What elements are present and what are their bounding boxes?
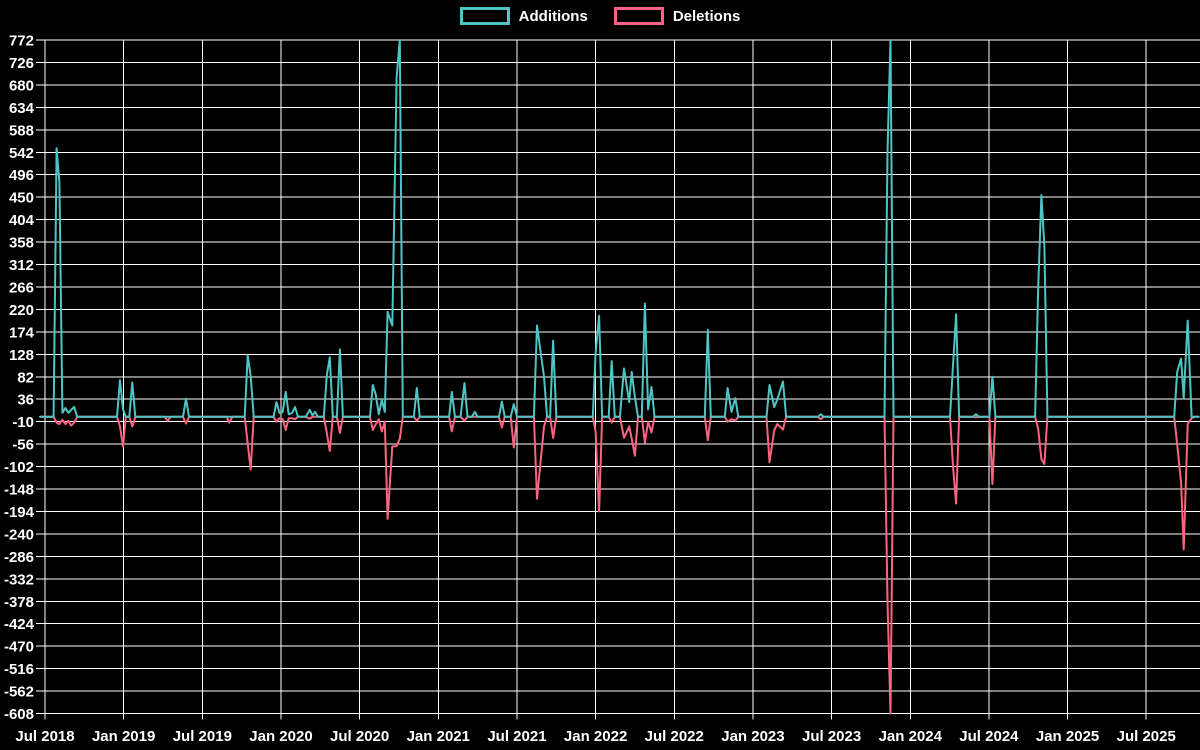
legend-item-additions[interactable]: Additions (459, 7, 588, 25)
legend-label: Deletions (672, 7, 741, 25)
svg-text:-470: -470 (4, 639, 34, 656)
svg-text:-286: -286 (4, 549, 34, 566)
svg-text:588: 588 (9, 122, 34, 139)
svg-text:496: 496 (9, 167, 34, 184)
svg-text:Jan 2019: Jan 2019 (92, 728, 155, 745)
y-gridlines (36, 39, 1200, 714)
svg-text:Jul 2019: Jul 2019 (173, 728, 232, 745)
svg-text:542: 542 (9, 145, 34, 162)
svg-text:404: 404 (9, 212, 35, 229)
svg-text:Jan 2024: Jan 2024 (879, 728, 943, 745)
svg-text:-102: -102 (4, 459, 34, 476)
additions-line (39, 39, 1200, 418)
svg-text:82: 82 (17, 369, 34, 386)
svg-text:312: 312 (9, 257, 34, 274)
svg-text:266: 266 (9, 279, 34, 296)
svg-text:358: 358 (9, 235, 34, 252)
svg-text:36: 36 (17, 392, 34, 409)
svg-text:-148: -148 (4, 482, 34, 499)
svg-text:220: 220 (9, 302, 34, 319)
svg-text:-378: -378 (4, 594, 34, 611)
svg-text:Jul 2025: Jul 2025 (1117, 728, 1176, 745)
svg-text:-240: -240 (4, 526, 34, 543)
deletions-swatch-icon (613, 7, 664, 25)
legend-label: Additions (518, 7, 588, 25)
svg-text:-194: -194 (4, 504, 35, 521)
svg-text:128: 128 (9, 347, 34, 364)
svg-text:-516: -516 (4, 661, 34, 678)
additions-swatch-icon (459, 7, 510, 25)
svg-text:Jul 2024: Jul 2024 (959, 728, 1019, 745)
x-tick-labels: Jul 2018 Jan 2019 Jul 2019 Jan 2020 Jul 2020… (15, 728, 1175, 745)
svg-text:174: 174 (9, 324, 35, 341)
svg-text:Jan 2023: Jan 2023 (721, 728, 784, 745)
svg-text:-562: -562 (4, 684, 34, 701)
svg-text:Jan 2022: Jan 2022 (564, 728, 627, 745)
y-tick-labels: 772 726 680 634 588 542 496 450 404 358 312 266 220 1… (4, 33, 35, 724)
svg-text:-608: -608 (4, 706, 34, 723)
svg-text:634: 634 (9, 100, 35, 117)
svg-text:-332: -332 (4, 571, 34, 588)
svg-text:-10: -10 (12, 414, 34, 431)
svg-text:726: 726 (9, 55, 34, 72)
svg-text:Jul 2018: Jul 2018 (15, 728, 74, 745)
svg-text:Jul 2023: Jul 2023 (802, 728, 861, 745)
legend-item-deletions[interactable]: Deletions (613, 7, 741, 25)
svg-text:-56: -56 (12, 437, 34, 454)
svg-text:Jul 2020: Jul 2020 (330, 728, 389, 745)
svg-text:450: 450 (9, 190, 34, 207)
svg-text:680: 680 (9, 77, 34, 94)
svg-text:-424: -424 (4, 616, 35, 633)
svg-text:Jul 2021: Jul 2021 (487, 728, 546, 745)
svg-text:772: 772 (9, 33, 34, 50)
svg-text:Jan 2020: Jan 2020 (249, 728, 312, 745)
x-gridlines (44, 40, 1147, 720)
svg-text:Jul 2022: Jul 2022 (645, 728, 704, 745)
chart-legend: Additions Deletions (0, 7, 1200, 25)
svg-text:Jan 2025: Jan 2025 (1036, 728, 1099, 745)
svg-text:Jan 2021: Jan 2021 (407, 728, 470, 745)
